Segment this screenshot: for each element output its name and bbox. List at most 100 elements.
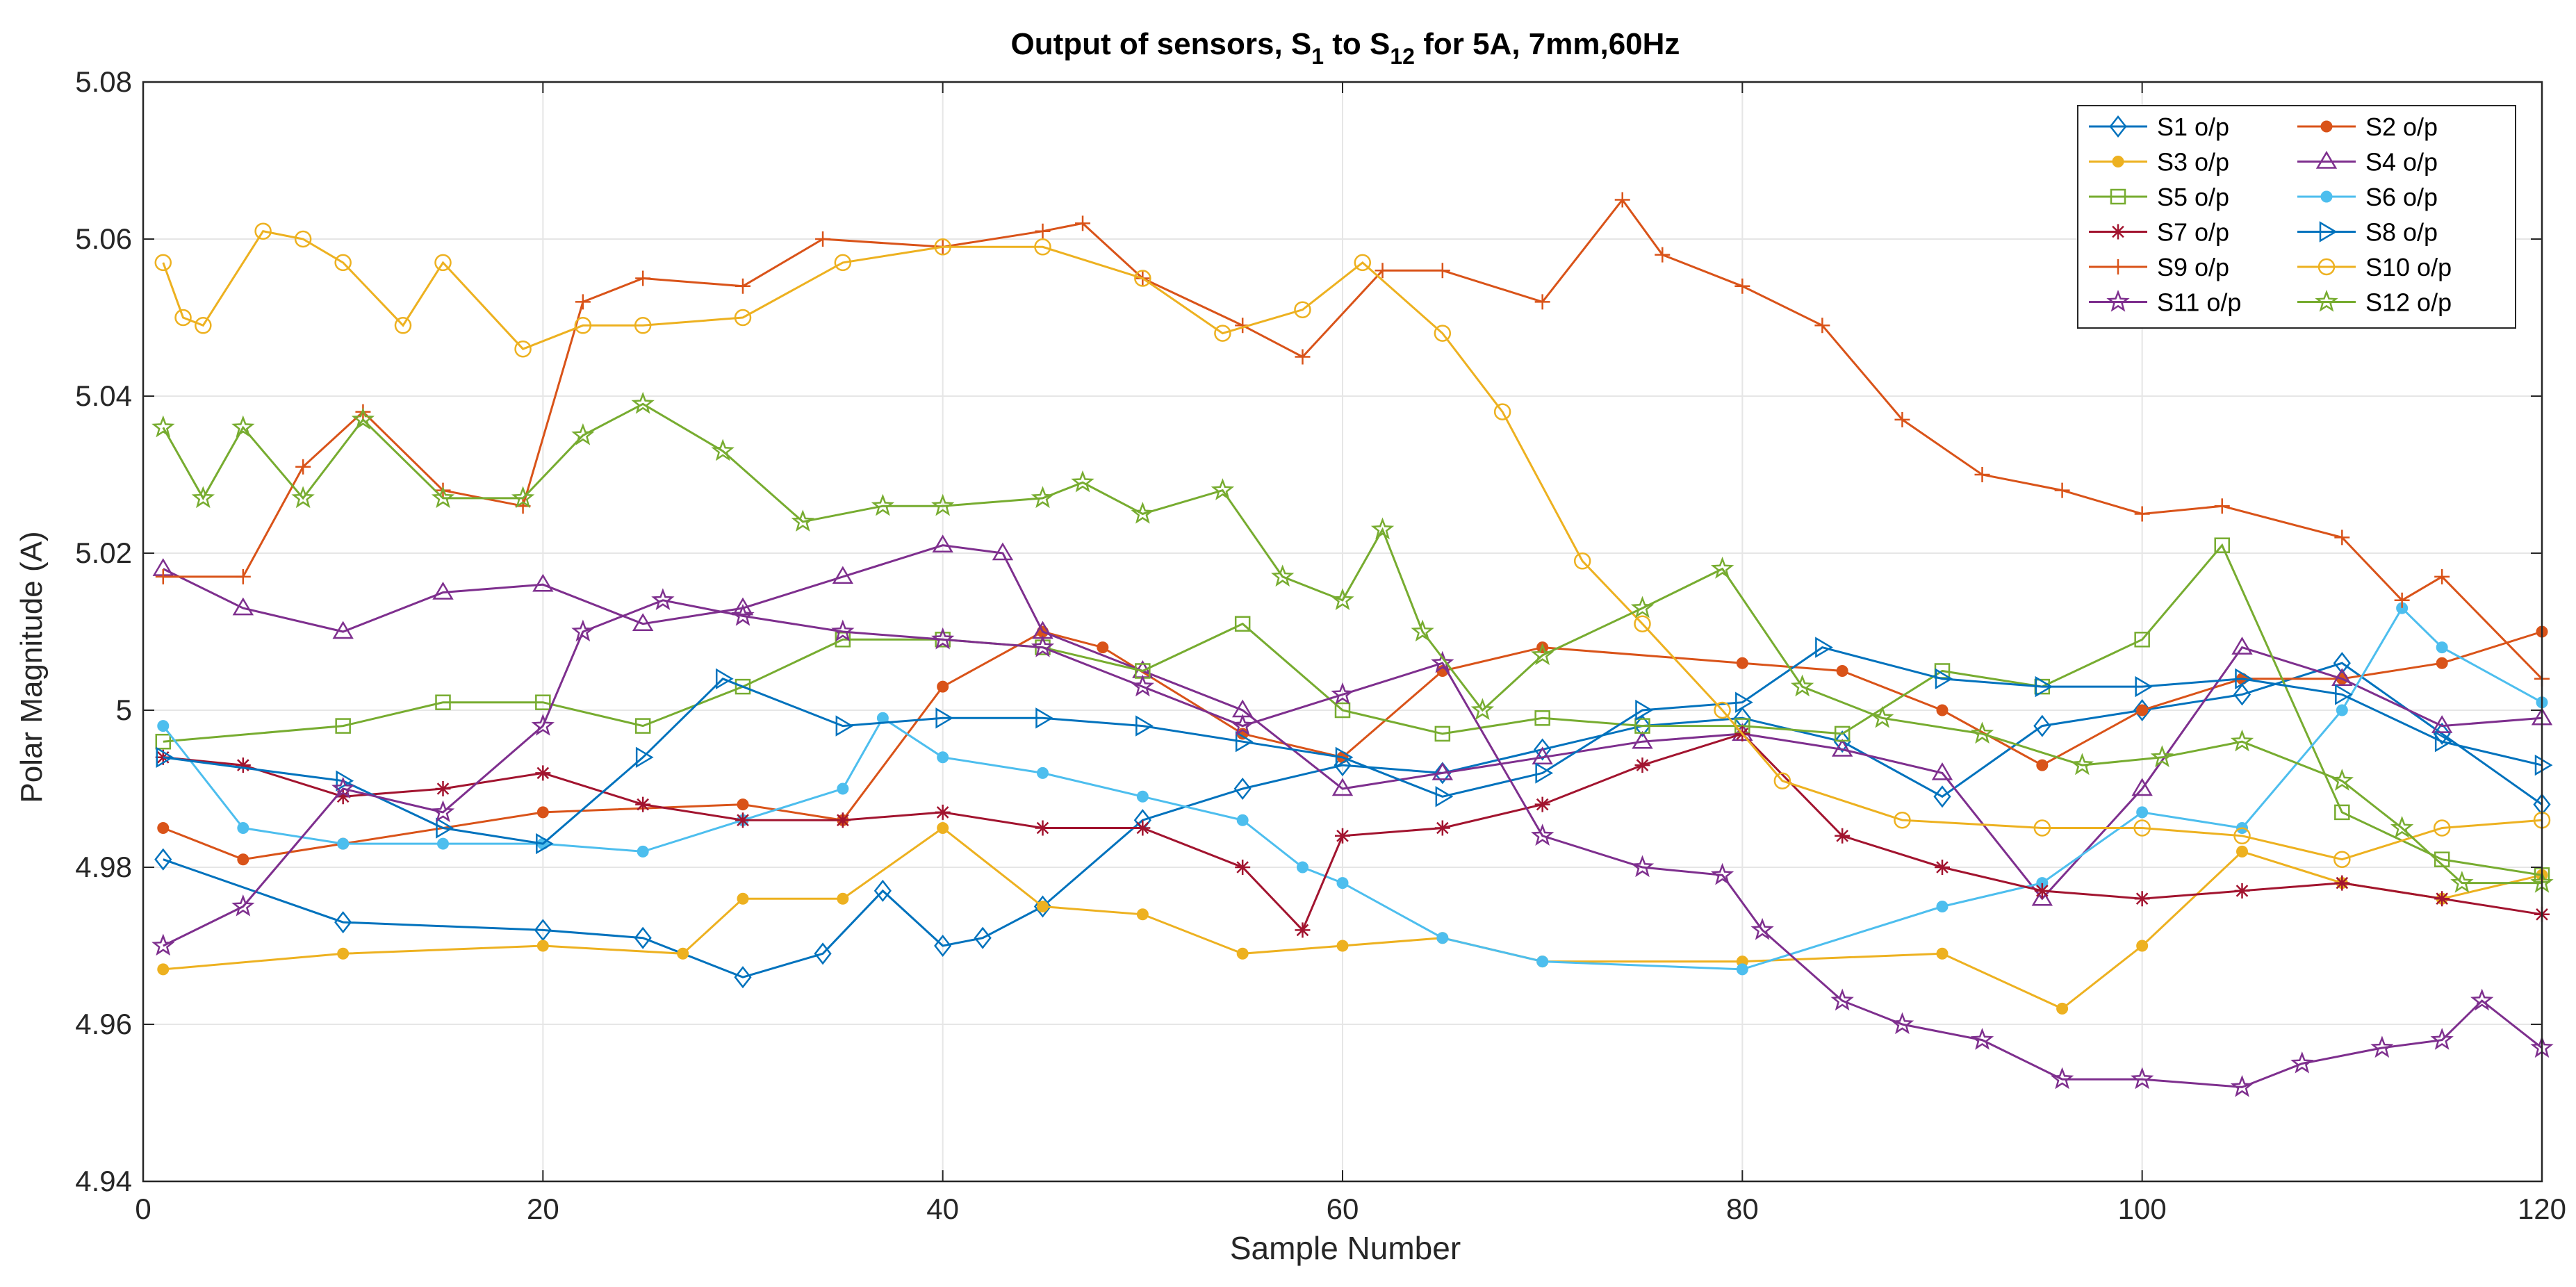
data-point bbox=[1071, 470, 1094, 493]
y-axis-label: Polar Magnitude (A) bbox=[15, 531, 49, 803]
legend-label: S6 o/p bbox=[2365, 183, 2438, 211]
series-line bbox=[162, 606, 2543, 971]
data-point bbox=[534, 919, 552, 942]
data-point bbox=[1035, 707, 1053, 729]
series-line bbox=[163, 732, 2543, 933]
data-point bbox=[2430, 1028, 2454, 1050]
data-point bbox=[1534, 710, 1550, 726]
data-point bbox=[837, 892, 849, 905]
legend-entry: S5 o/p bbox=[2089, 183, 2229, 211]
data-point bbox=[935, 707, 954, 729]
data-point bbox=[2433, 819, 2451, 837]
data-point bbox=[1894, 811, 1911, 829]
data-point bbox=[237, 853, 249, 866]
series-12 bbox=[151, 391, 2554, 893]
y-tick-label: 4.94 bbox=[75, 1165, 132, 1197]
data-point bbox=[814, 942, 832, 965]
data-point bbox=[155, 568, 171, 584]
legend-entry: S4 o/p bbox=[2297, 148, 2438, 177]
data-point bbox=[575, 294, 591, 310]
data-point bbox=[1935, 860, 1950, 875]
data-point bbox=[2035, 675, 2053, 698]
x-axis-label: Sample Number bbox=[1230, 1230, 1461, 1266]
data-point bbox=[1134, 270, 1151, 287]
data-point bbox=[1970, 721, 1994, 744]
data-point bbox=[1734, 278, 1750, 294]
data-point bbox=[294, 230, 312, 248]
data-point bbox=[634, 718, 651, 734]
data-point bbox=[1136, 908, 1149, 921]
data-point bbox=[1037, 767, 1049, 779]
data-point bbox=[437, 837, 449, 850]
data-point bbox=[937, 751, 949, 764]
legend-entry: S9 o/p bbox=[2089, 253, 2229, 281]
data-point bbox=[1633, 714, 1652, 737]
data-point bbox=[1411, 619, 1434, 642]
data-point bbox=[1236, 947, 1249, 960]
data-point bbox=[2033, 819, 2051, 837]
data-point bbox=[2390, 815, 2414, 838]
data-point bbox=[191, 486, 215, 509]
data-point bbox=[535, 765, 551, 781]
data-point bbox=[1931, 762, 1953, 780]
x-tick-label: 40 bbox=[926, 1192, 959, 1225]
data-point bbox=[2056, 1002, 2069, 1015]
data-point bbox=[1335, 746, 1354, 768]
data-point bbox=[1532, 746, 1553, 765]
data-point bbox=[1271, 564, 1295, 587]
data-point bbox=[1773, 772, 1791, 789]
data-point bbox=[2334, 530, 2350, 546]
data-point bbox=[1970, 1028, 1994, 1050]
data-point bbox=[2470, 988, 2494, 1011]
data-point bbox=[635, 270, 651, 286]
data-point bbox=[2134, 632, 2150, 648]
data-point bbox=[1655, 247, 1671, 263]
data-point bbox=[832, 566, 854, 584]
data-point bbox=[637, 845, 649, 858]
data-point bbox=[1434, 820, 1450, 836]
data-point bbox=[1435, 786, 1454, 808]
legend-entry: S6 o/p bbox=[2297, 183, 2438, 211]
data-point bbox=[1935, 668, 1953, 689]
series-line bbox=[163, 599, 2543, 1088]
y-tick-label: 4.98 bbox=[75, 851, 132, 883]
data-point bbox=[1534, 294, 1550, 310]
data-point bbox=[337, 947, 350, 960]
data-point bbox=[1831, 739, 1853, 757]
data-point bbox=[2070, 753, 2094, 776]
data-point bbox=[1974, 467, 1990, 482]
data-point bbox=[1714, 701, 1731, 719]
data-point bbox=[1295, 349, 1311, 365]
data-point bbox=[1097, 641, 1109, 654]
data-point bbox=[1632, 730, 1653, 749]
y-tick-label: 5.04 bbox=[75, 379, 132, 412]
data-point bbox=[174, 309, 192, 327]
data-point bbox=[1836, 665, 1848, 677]
data-point bbox=[2334, 875, 2350, 891]
data-point bbox=[2534, 754, 2553, 776]
series-group bbox=[151, 192, 2554, 1097]
data-point bbox=[1135, 820, 1151, 836]
data-point bbox=[935, 804, 951, 820]
legend-entry: S3 o/p bbox=[2089, 148, 2229, 177]
x-tick-label: 120 bbox=[2518, 1192, 2566, 1225]
data-point bbox=[295, 459, 311, 475]
data-point bbox=[974, 926, 992, 949]
data-point bbox=[1031, 635, 1055, 657]
x-tick-label: 20 bbox=[527, 1192, 559, 1225]
data-point bbox=[1493, 403, 1511, 420]
legend-marker bbox=[2110, 188, 2126, 205]
data-point bbox=[2236, 845, 2248, 858]
data-point bbox=[571, 619, 595, 642]
data-point bbox=[1936, 704, 1949, 716]
y-tick-label: 4.96 bbox=[75, 1008, 132, 1040]
data-point bbox=[1634, 615, 1651, 632]
data-point bbox=[334, 911, 352, 934]
data-point bbox=[2131, 778, 2153, 796]
data-point bbox=[677, 947, 689, 960]
data-point bbox=[1334, 702, 1351, 719]
legend-entry: S12 o/p bbox=[2297, 288, 2452, 317]
data-point bbox=[871, 493, 895, 516]
data-point bbox=[1534, 738, 1552, 761]
